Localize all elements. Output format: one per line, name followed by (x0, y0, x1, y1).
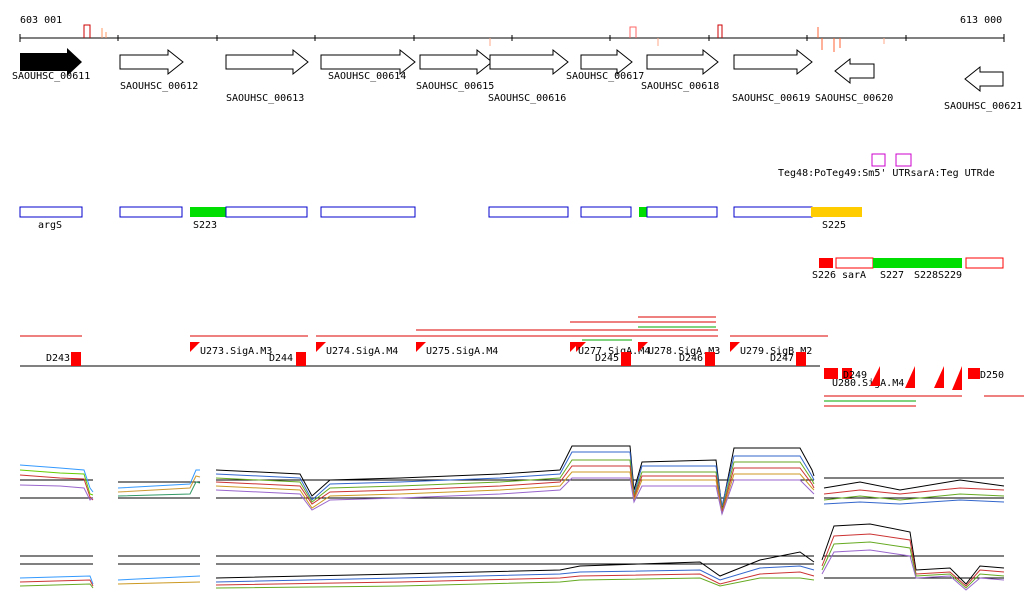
promoter-U277: U277.SigA.M4 (578, 346, 650, 357)
promoter-U274: U274.SigA.M4 (326, 346, 398, 357)
gene-arrow-00618[interactable] (646, 48, 719, 76)
expression-track-2 (19, 523, 1005, 591)
gene-label-00618: SAOUHSC_00618 (641, 81, 719, 92)
feature-track: argS S223 S225 S226 sarA S227 S228 S229 (19, 206, 1004, 281)
gene-arrow-00615[interactable] (419, 48, 493, 76)
gene-label-00617: SAOUHSC_00617 (566, 71, 644, 82)
promoter-U280: U280.SigA.M4 (832, 378, 904, 389)
feature-label-sarA: sarA (842, 270, 866, 281)
annotation-track: Teg48:PoTeg49:Sm5' UTRsarA:Teg UTRde (778, 153, 995, 179)
feature-label-S228: S228 (914, 270, 938, 281)
feature-label-S223: S223 (193, 220, 217, 231)
promoter-U275: U275.SigA.M4 (426, 346, 498, 357)
feature-S227[interactable] (873, 258, 962, 268)
promoter-D250: D250 (980, 370, 1004, 381)
annotation-label: Teg48:PoTeg49:Sm5' UTRsarA:Teg UTRde (778, 168, 995, 179)
gene-label-00612: SAOUHSC_00612 (120, 81, 198, 92)
feature-S225[interactable] (811, 207, 862, 217)
feature-label-S225: S225 (822, 220, 846, 231)
feature-label-S227: S227 (880, 270, 904, 281)
gene-label-00620: SAOUHSC_00620 (815, 93, 893, 104)
feature-argS[interactable] (19, 206, 83, 218)
feature-S223[interactable] (190, 207, 226, 217)
gene-arrow-00614[interactable] (320, 48, 416, 76)
gene-label-00616: SAOUHSC_00616 (488, 93, 566, 104)
promoter-D244: D244 (269, 353, 293, 364)
gene-arrow-00619[interactable] (733, 48, 813, 76)
ruler: 603 001 613 000 (19, 15, 1005, 52)
promoter-D245: D245 (595, 353, 619, 364)
gene-arrow-00620[interactable] (834, 57, 875, 85)
gene-label-00615: SAOUHSC_00615 (416, 81, 494, 92)
gene-arrow-00621[interactable] (964, 65, 1004, 93)
ruler-start-label: 603 001 (20, 15, 62, 26)
gene-arrow-00617[interactable] (580, 48, 633, 76)
promoter-U273: U273.SigA.M3 (200, 346, 272, 357)
promoter-D243: D243 (46, 353, 70, 364)
feature-label-S229: S229 (938, 270, 962, 281)
promoter-U279: U279.SigB.M2 (740, 346, 812, 357)
promoter-D249: D249 (843, 370, 867, 381)
gene-label-00613: SAOUHSC_00613 (226, 93, 304, 104)
gene-track: SAOUHSC_00611 SAOUHSC_00612 SAOUHSC_0061… (12, 48, 1022, 112)
feature-sarA[interactable] (835, 257, 874, 269)
gene-arrow-00612[interactable] (119, 48, 184, 76)
promoter-track: D243 U273.SigA.M3 D244 U274.SigA.M4 U275… (20, 316, 1024, 407)
gene-label-00611: SAOUHSC_00611 (12, 71, 90, 82)
feature-label-S226: S226 (812, 270, 836, 281)
gene-arrow-00611[interactable] (20, 48, 82, 76)
expression-track-1 (19, 445, 1005, 516)
promoter-D247: D247 (770, 353, 794, 364)
gene-label-00621: SAOUHSC_00621 (944, 101, 1022, 112)
promoter-U278: U278.SigA.M3 (648, 346, 720, 357)
gene-label-00619: SAOUHSC_00619 (732, 93, 810, 104)
gene-arrow-00613[interactable] (225, 48, 309, 76)
feature-label-argS: argS (38, 220, 62, 231)
promoter-D246: D246 (679, 353, 703, 364)
ruler-end-label: 613 000 (960, 15, 1002, 26)
gene-label-00614: SAOUHSC_00614 (328, 71, 406, 82)
feature-S226[interactable] (819, 258, 833, 268)
gene-arrow-00616[interactable] (489, 48, 569, 76)
